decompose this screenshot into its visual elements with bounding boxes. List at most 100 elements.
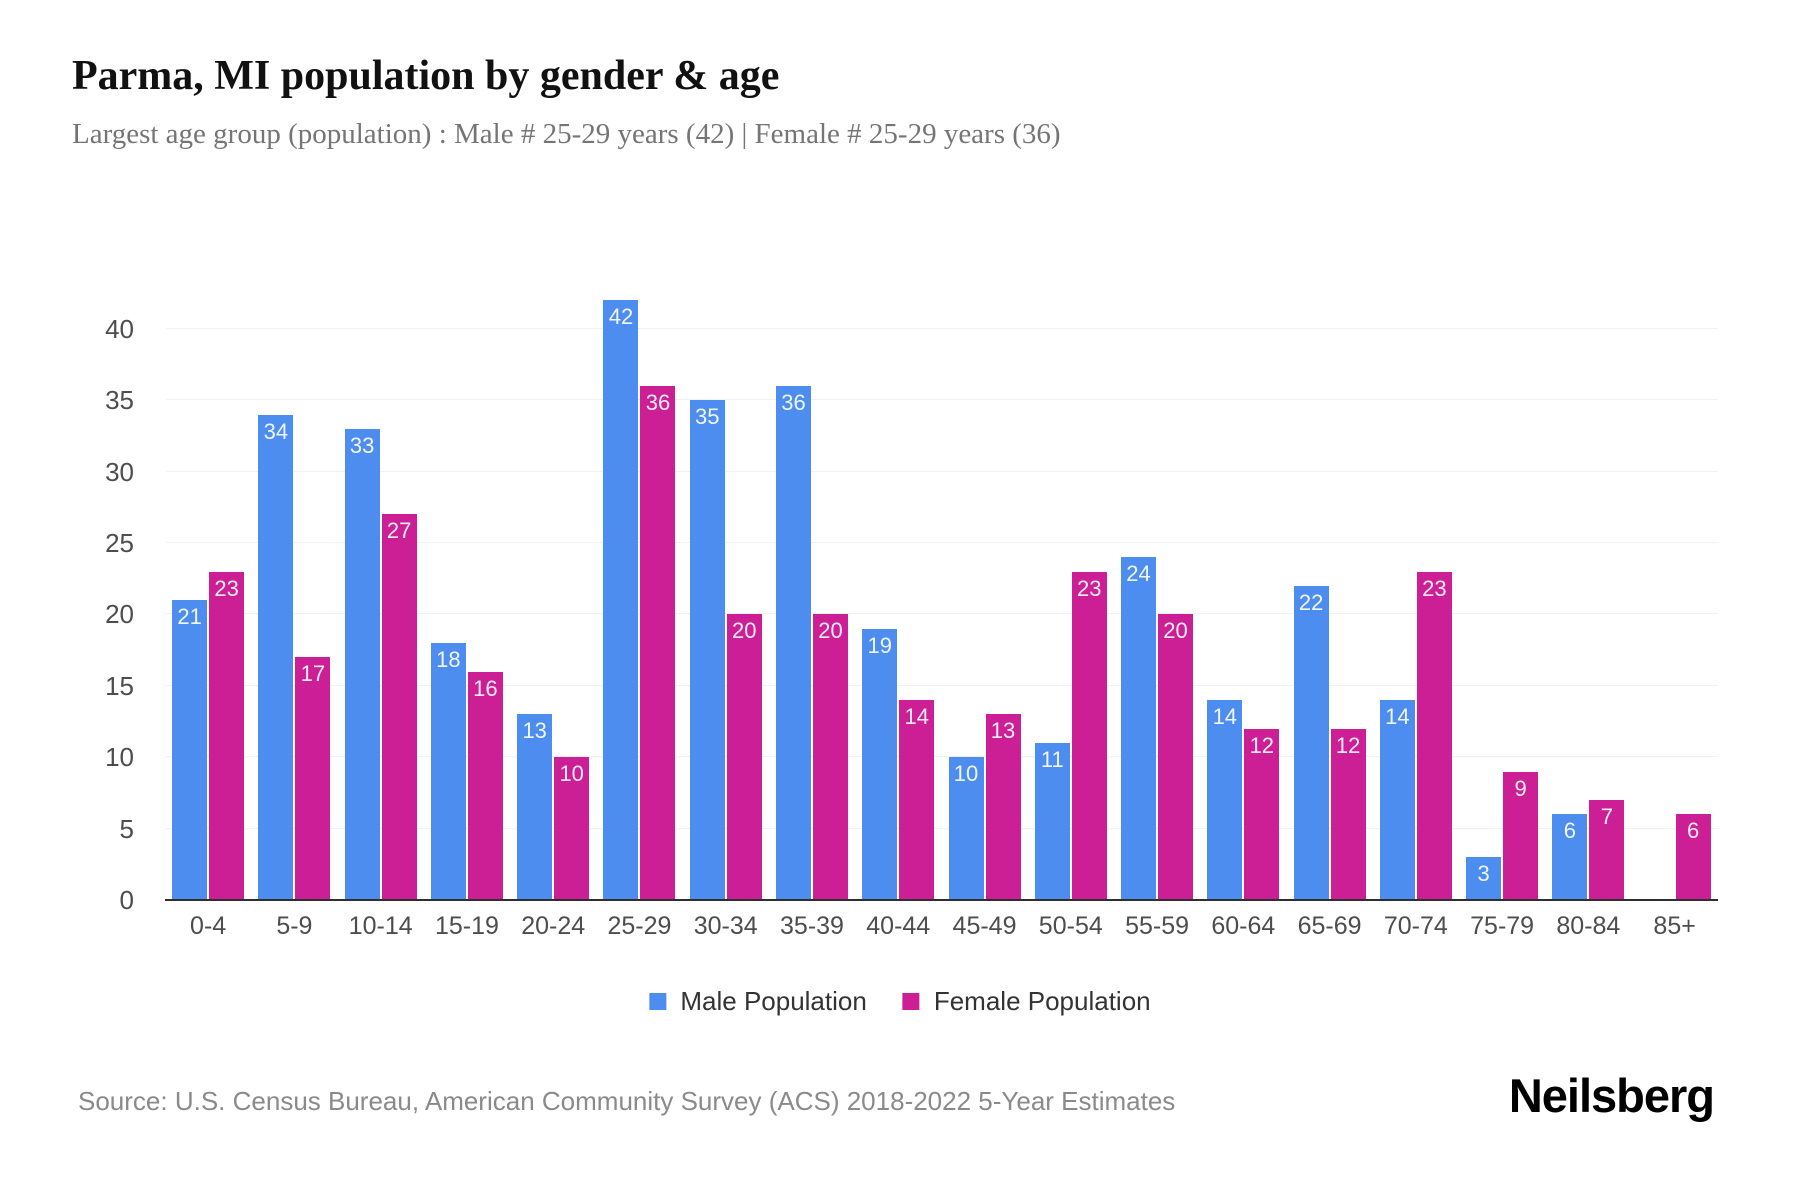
bar-male-population: 10 — [948, 757, 984, 900]
gridline — [165, 542, 1718, 544]
chart-subtitle: Largest age group (population) : Male # … — [72, 118, 1061, 150]
bar-group: 14 23 70-74 — [1379, 286, 1452, 940]
x-axis-line — [165, 899, 1718, 901]
bar-male-population: 42 — [603, 300, 639, 900]
gridline — [165, 613, 1718, 615]
bar-female-population: 17 — [295, 657, 331, 900]
y-tick-label: 5 — [119, 813, 134, 844]
bar-male-population: 19 — [862, 628, 898, 900]
bar-group: 18 16 15-19 — [430, 286, 503, 940]
bar-value-label: 24 — [1126, 561, 1151, 587]
y-tick-label: 15 — [105, 670, 134, 701]
legend-label: Female Population — [933, 986, 1151, 1016]
y-tick-label: 35 — [105, 385, 134, 416]
x-tick-label: 70-74 — [1383, 912, 1448, 940]
bar-value-label: 16 — [473, 675, 498, 701]
bar-female-population: 10 — [554, 757, 590, 900]
bar-group: 13 10 20-24 — [517, 286, 590, 940]
bar-value-label: 20 — [1163, 618, 1188, 644]
x-tick-label: 45-49 — [952, 912, 1017, 940]
bar-value-label: 17 — [300, 661, 326, 687]
bar-value-label: 27 — [386, 518, 412, 544]
x-tick-label: 60-64 — [1211, 912, 1276, 940]
bar-male-population: 22 — [1293, 585, 1329, 900]
y-axis: 0 5 10 15 20 25 30 35 40 — [0, 286, 150, 913]
bar-female-population: 14 — [899, 700, 935, 900]
legend-item: Male Population — [649, 986, 867, 1017]
x-tick-label: 80-84 — [1556, 912, 1621, 940]
bar-female-population: 23 — [1416, 571, 1452, 900]
bar-value-label: 42 — [608, 304, 634, 330]
bar-group: 24 20 55-59 — [1121, 286, 1194, 940]
bar-group: 14 12 60-64 — [1207, 286, 1280, 940]
bar-male-population: 6 — [1552, 814, 1588, 900]
bar-group: 19 14 40-44 — [862, 286, 935, 940]
bar-group: 42 36 25-29 — [603, 286, 676, 940]
bar-value-label: 10 — [953, 761, 979, 787]
bar-group: 22 12 65-69 — [1293, 286, 1366, 940]
gridline — [165, 327, 1718, 329]
bar-female-population: 9 — [1503, 771, 1539, 900]
bar-female-population: 20 — [812, 614, 848, 900]
bar-male-population: 36 — [775, 385, 811, 900]
y-tick-label: 20 — [105, 599, 134, 630]
bar-value-label: 3 — [1477, 861, 1490, 887]
bar-group: 34 17 5-9 — [258, 286, 331, 940]
bar-female-population: 7 — [1589, 800, 1625, 900]
bar-male-population: 18 — [430, 642, 466, 900]
gridline — [165, 399, 1718, 401]
bar-value-label: 35 — [694, 404, 720, 430]
bar-group: 10 13 45-49 — [948, 286, 1021, 940]
bar-female-population: 20 — [1158, 614, 1194, 900]
y-tick-label: 30 — [105, 456, 134, 487]
bar-value-label: 20 — [818, 618, 843, 644]
bar-male-population: 14 — [1379, 700, 1415, 900]
x-tick-label: 65-69 — [1297, 912, 1362, 940]
bar-group: 11 23 50-54 — [1034, 286, 1107, 940]
bar-value-label: 14 — [904, 704, 929, 730]
gridline — [165, 470, 1718, 472]
bar-female-population: 20 — [726, 614, 762, 900]
legend-swatch-icon — [902, 993, 920, 1010]
bar-value-label: 13 — [990, 718, 1016, 744]
bar-male-population: 35 — [689, 400, 725, 900]
x-tick-label: 10-14 — [348, 912, 413, 940]
legend-item: Female Population — [902, 986, 1151, 1017]
bar-value-label: 19 — [867, 632, 892, 658]
bar-group: 33 27 10-14 — [344, 286, 417, 940]
bar-female-population: 36 — [640, 385, 676, 900]
x-tick-label: 40-44 — [866, 912, 931, 940]
x-tick-label: 85+ — [1653, 912, 1696, 940]
bar-value-label: 36 — [645, 389, 671, 415]
bar-female-population: 6 — [1675, 814, 1711, 900]
bar-value-label: 6 — [1687, 818, 1700, 844]
bar-female-population: 16 — [467, 671, 503, 900]
legend-label: Male Population — [680, 986, 867, 1016]
gridline — [165, 684, 1718, 686]
bar-value-label: 34 — [263, 418, 289, 444]
bar-value-label: 9 — [1514, 775, 1527, 801]
bar-female-population: 12 — [1330, 728, 1366, 900]
bar-value-label: 23 — [214, 575, 239, 601]
page-title: Parma, MI population by gender & age — [72, 53, 780, 99]
y-tick-label: 0 — [119, 885, 134, 915]
legend-swatch-icon — [649, 993, 667, 1010]
y-tick-label: 10 — [105, 742, 134, 773]
bar-value-label: 22 — [1298, 589, 1324, 615]
bar-male-population: 24 — [1121, 557, 1157, 900]
x-tick-label: 50-54 — [1038, 912, 1103, 940]
bar-value-label: 36 — [781, 389, 806, 415]
source-text: Source: U.S. Census Bureau, American Com… — [78, 1086, 1176, 1116]
x-tick-label: 30-34 — [693, 912, 758, 940]
bar-value-label: 20 — [731, 618, 757, 644]
bar-value-label: 14 — [1385, 704, 1410, 730]
brand-logo: Neilsberg — [1508, 1069, 1715, 1122]
bar-male-population: 33 — [344, 428, 380, 900]
x-tick-label: 25-29 — [607, 912, 672, 940]
bar-male-population: 13 — [517, 714, 553, 900]
bar-group: 3 9 75-79 — [1466, 286, 1539, 940]
bar-value-label: 23 — [1077, 575, 1102, 601]
y-tick-label: 40 — [105, 313, 134, 344]
gridline — [165, 827, 1718, 829]
